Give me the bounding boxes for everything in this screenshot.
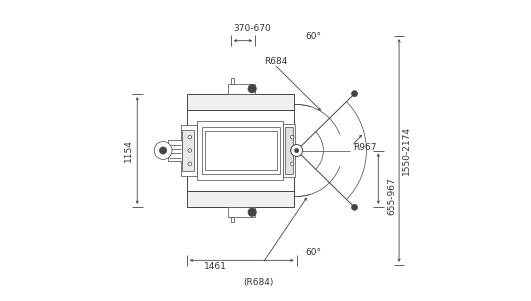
Text: 1461: 1461: [203, 262, 227, 271]
Bar: [197, 121, 284, 180]
Bar: [204, 131, 277, 170]
Circle shape: [295, 148, 299, 153]
Bar: [231, 78, 234, 84]
Bar: [187, 110, 294, 191]
Bar: [285, 127, 293, 174]
Text: 60°: 60°: [305, 32, 322, 41]
Bar: [284, 124, 295, 177]
Bar: [168, 140, 182, 161]
Bar: [202, 127, 280, 174]
Circle shape: [290, 135, 294, 139]
Bar: [187, 94, 294, 110]
Text: (R684): (R684): [243, 278, 273, 287]
Text: R967: R967: [353, 143, 376, 152]
Circle shape: [352, 204, 357, 210]
Bar: [181, 125, 197, 176]
Bar: [187, 191, 294, 207]
Circle shape: [188, 162, 192, 166]
Bar: [228, 207, 255, 217]
Circle shape: [290, 162, 294, 166]
Circle shape: [159, 147, 167, 154]
Bar: [182, 130, 194, 171]
Bar: [228, 84, 255, 94]
Text: 370-670: 370-670: [233, 24, 271, 33]
Circle shape: [154, 141, 172, 160]
Circle shape: [248, 208, 256, 216]
Bar: [231, 217, 234, 222]
Circle shape: [352, 91, 357, 97]
Circle shape: [188, 135, 192, 139]
Text: 1154: 1154: [124, 139, 133, 162]
Circle shape: [248, 85, 256, 93]
Circle shape: [291, 144, 303, 157]
Text: 655-967: 655-967: [387, 178, 396, 216]
Text: R684: R684: [264, 57, 287, 66]
Text: 1550-2174: 1550-2174: [402, 126, 411, 175]
Circle shape: [188, 149, 192, 152]
Text: 60°: 60°: [305, 248, 322, 257]
Circle shape: [290, 149, 294, 152]
